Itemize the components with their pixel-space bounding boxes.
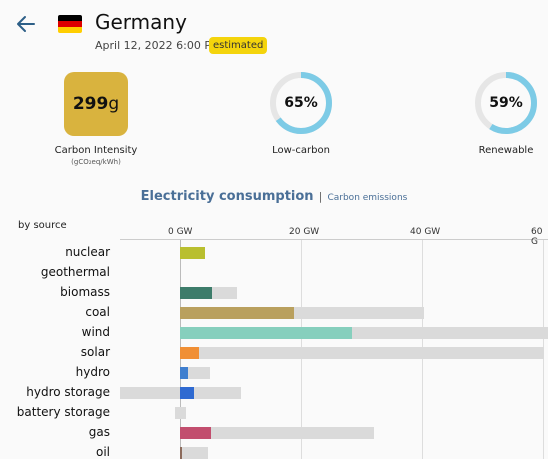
x-tick-label: 20 GW [289, 227, 320, 237]
source-label: battery storage [16, 405, 110, 419]
datetime: April 12, 2022 6:00 PM [95, 39, 221, 52]
germany-flag-icon [58, 15, 82, 33]
y-axis-label: by source [18, 220, 67, 231]
low-carbon-label: Low-carbon [272, 145, 330, 156]
production-bar[interactable] [180, 327, 352, 339]
carbon-intensity-label: Carbon Intensity [54, 145, 138, 156]
x-tick-label: 0 GW [168, 227, 193, 237]
production-bar[interactable] [180, 447, 182, 459]
tab-separator: | [318, 190, 323, 203]
source-label: solar [80, 345, 110, 359]
source-label: hydro storage [26, 385, 110, 399]
low-carbon-donut: 65% [269, 71, 333, 135]
tab-electricity-consumption[interactable]: Electricity consumption [140, 189, 314, 204]
tab-carbon-emissions[interactable]: Carbon emissions [327, 193, 408, 203]
source-label: nuclear [65, 245, 110, 259]
production-bar[interactable] [180, 347, 199, 359]
source-label: gas [88, 425, 110, 439]
production-bar[interactable] [180, 307, 294, 319]
low-carbon-percent: 65% [284, 95, 318, 111]
renewable-donut: 59% [474, 71, 538, 135]
estimated-badge: estimated [209, 37, 268, 54]
capacity-bar[interactable] [180, 447, 208, 459]
production-bar[interactable] [180, 387, 194, 399]
carbon-intensity-value: 299 [72, 94, 109, 114]
country-title: Germany [95, 10, 187, 34]
chart-header: Electricity consumption | Carbon emissio… [0, 185, 548, 204]
carbon-intensity-box: 299 g [64, 72, 128, 136]
source-label: oil [95, 445, 110, 459]
production-bar[interactable] [180, 367, 189, 379]
carbon-intensity-unit-label: (gCO₂eq/kWh) [71, 158, 121, 166]
back-arrow-icon[interactable] [14, 12, 38, 36]
x-tick-label: 60 G [531, 227, 543, 247]
source-label: geothermal [40, 265, 110, 279]
source-label: hydro [75, 365, 110, 379]
source-label: coal [85, 305, 110, 319]
carbon-intensity-unit: g [108, 94, 120, 114]
production-bar[interactable] [180, 247, 206, 259]
source-label: wind [81, 325, 110, 339]
capacity-bar[interactable] [180, 347, 544, 359]
capacity-bar[interactable] [175, 407, 187, 419]
production-bar[interactable] [180, 427, 212, 439]
source-label: biomass [60, 285, 110, 299]
capacity-bar[interactable] [180, 427, 374, 439]
production-bar[interactable] [180, 287, 213, 299]
x-tick-label: 40 GW [410, 227, 441, 237]
x-axis-line [120, 239, 548, 240]
renewable-label: Renewable [478, 145, 534, 156]
renewable-percent: 59% [489, 95, 523, 111]
